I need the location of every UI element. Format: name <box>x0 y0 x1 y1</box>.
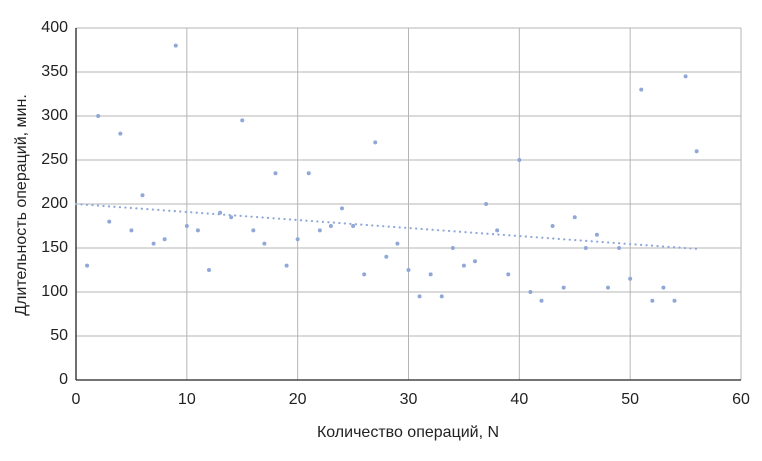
y-tick-label: 200 <box>41 195 68 212</box>
point <box>661 285 666 290</box>
point <box>539 298 544 303</box>
point <box>639 87 644 92</box>
y-tick-label: 150 <box>41 239 68 256</box>
point <box>306 171 311 176</box>
y-tick-label: 350 <box>41 63 68 80</box>
point <box>439 294 444 299</box>
point <box>362 272 367 277</box>
point <box>151 241 156 246</box>
point <box>251 228 256 233</box>
point <box>606 285 610 290</box>
point <box>484 202 489 206</box>
point <box>694 149 699 154</box>
point <box>351 224 356 228</box>
y-axis-label: Длительность операций, мин. <box>13 94 30 316</box>
point <box>207 268 211 272</box>
x-tick-label: 0 <box>72 391 81 408</box>
point <box>672 298 677 303</box>
point <box>284 263 289 268</box>
x-axis-label: Количество операций, N <box>317 424 499 441</box>
point <box>572 215 577 220</box>
x-tick-label: 10 <box>178 391 196 408</box>
point <box>417 294 422 299</box>
point <box>184 224 189 228</box>
point <box>528 290 533 294</box>
point <box>195 228 200 233</box>
point <box>517 158 522 162</box>
point <box>85 263 90 268</box>
point <box>550 224 555 228</box>
point <box>583 246 588 250</box>
point <box>295 237 300 242</box>
point <box>461 263 466 268</box>
point <box>561 285 566 290</box>
point <box>118 131 123 136</box>
point <box>495 228 500 233</box>
point <box>218 210 223 215</box>
point <box>373 140 378 145</box>
point <box>450 246 455 250</box>
point <box>240 118 245 123</box>
point <box>317 228 322 233</box>
x-tick-label: 60 <box>732 391 750 408</box>
y-tick-label: 100 <box>41 283 68 300</box>
point <box>129 228 134 233</box>
point <box>328 224 333 228</box>
point <box>473 259 477 264</box>
y-tick-label: 50 <box>50 327 68 344</box>
point <box>173 43 178 48</box>
point <box>650 298 655 303</box>
x-tick-label: 40 <box>510 391 528 408</box>
y-tick-label: 300 <box>41 107 68 124</box>
point <box>683 74 688 79</box>
y-tick-label: 400 <box>41 19 68 36</box>
point <box>384 254 389 259</box>
point <box>229 215 234 220</box>
point <box>506 272 511 277</box>
point <box>107 219 112 224</box>
point <box>96 114 101 118</box>
point <box>340 206 344 211</box>
point <box>273 171 278 176</box>
point <box>617 246 622 250</box>
y-tick-label: 250 <box>41 151 68 168</box>
x-tick-label: 50 <box>621 391 639 408</box>
trend-line <box>74 202 698 250</box>
point <box>162 237 167 242</box>
point <box>395 241 400 246</box>
y-tick-label: 0 <box>59 371 68 388</box>
point <box>140 193 145 198</box>
point <box>428 272 433 277</box>
point <box>594 232 599 237</box>
point <box>406 268 411 272</box>
x-tick-label: 30 <box>400 391 418 408</box>
point <box>262 241 267 246</box>
point <box>628 276 633 281</box>
x-tick-label: 20 <box>289 391 307 408</box>
